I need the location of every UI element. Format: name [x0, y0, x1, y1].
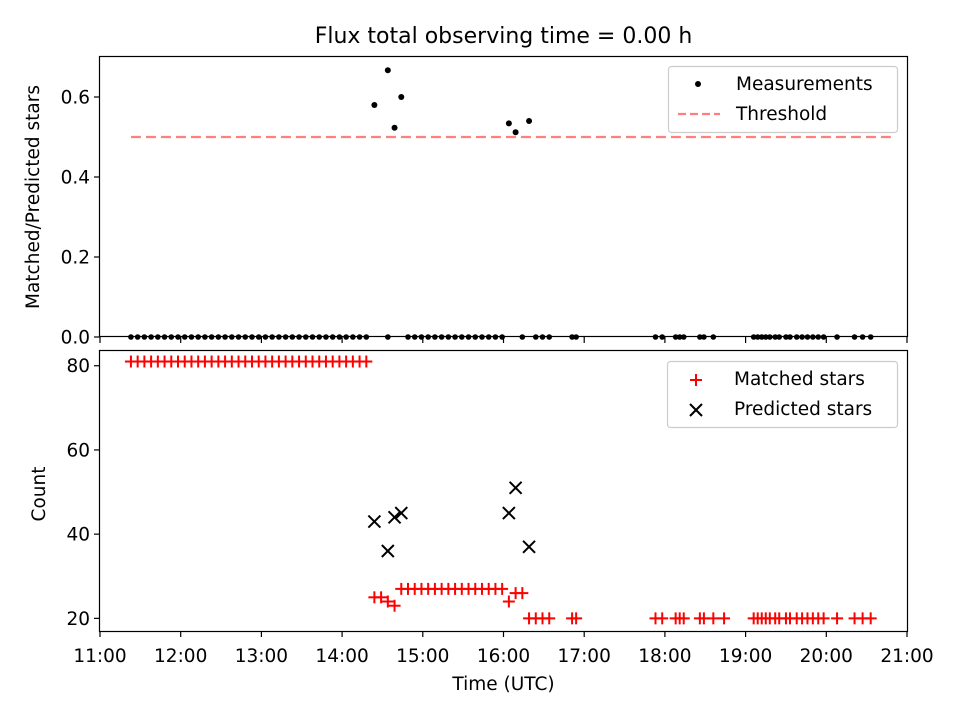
matched-star-marker: [543, 612, 556, 625]
bottom-x-axis: 11:00 12:00 13:00 14:00 15:00 16:00 17:00 18:00…: [73, 631, 934, 667]
bottom-x-tick-label: 21:00: [880, 646, 933, 667]
bottom-y-tick-label: 40: [66, 525, 90, 546]
matched-star-marker: [707, 612, 720, 625]
bottom-x-tick-label: 16:00: [477, 646, 530, 667]
matched-star-marker: [817, 612, 830, 625]
matched-star-marker: [677, 612, 690, 625]
top-axes-frame: [98, 55, 909, 338]
top-y-axis: 0.0 0.2 0.4 0.6: [61, 88, 100, 349]
predicted-star-marker: [394, 506, 408, 520]
chart-title: Flux total observing time = 0.00 h: [315, 24, 693, 49]
matched-star-marker: [864, 612, 877, 625]
legend-threshold-label: Threshold: [735, 104, 827, 125]
matched-star-marker: [381, 595, 394, 608]
bottom-x-tick-label: 18:00: [638, 646, 691, 667]
matched-star-marker: [831, 612, 844, 625]
measurement-point: [512, 129, 519, 136]
top-y-tick-label: 0.4: [61, 168, 90, 189]
legend-measurement-dot: [695, 81, 701, 87]
top-y-tick-label: 0.0: [61, 328, 90, 349]
bottom-y-axis-label: Count: [29, 467, 50, 522]
measurement-point: [384, 67, 391, 74]
top-legend: Measurements Threshold: [667, 65, 899, 134]
matched-star-marker: [388, 599, 401, 612]
bottom-y-tick-label: 60: [66, 440, 90, 461]
ratio-panel: Flux total observing time = 0.00 h 0.00.…: [23, 24, 909, 349]
predicted-star-marker: [522, 540, 536, 554]
bottom-legend-box: [666, 360, 899, 429]
bottom-y-axis: 20 40 60 80: [66, 356, 100, 630]
bottom-plot-area: [124, 355, 877, 625]
predicted-star-marker: [508, 481, 523, 495]
matched-star-marker: [496, 582, 509, 595]
matched-star-marker: [570, 612, 583, 625]
bottom-x-tick-label: 14:00: [315, 646, 368, 667]
predicted-star-marker: [367, 514, 382, 529]
matched-star-marker: [516, 587, 529, 600]
top-y-tick-label: 0.2: [61, 248, 90, 269]
bottom-x-tick-label: 20:00: [800, 646, 853, 667]
predicted-star-marker: [387, 510, 402, 525]
bottom-y-tick-label: 20: [66, 609, 90, 630]
matched-star-marker: [360, 355, 373, 368]
top-legend-box: [667, 65, 899, 134]
bottom-x-tick-label: 15:00: [396, 646, 449, 667]
x-axis-label: Time (UTC): [451, 674, 554, 695]
bottom-x-tick-label: 12:00: [154, 646, 207, 667]
bottom-legend: Matched stars Predicted stars: [666, 360, 899, 429]
measurement-point: [526, 118, 533, 124]
legend-measurements-label: Measurements: [736, 74, 873, 95]
legend-matched-label: Matched stars: [734, 369, 865, 390]
bottom-y-tick-label: 80: [66, 356, 90, 377]
measurement-point: [371, 102, 378, 108]
matched-star-marker: [502, 595, 515, 608]
measurement-point: [398, 94, 405, 100]
bottom-axes-frame: [98, 349, 909, 633]
bottom-x-tick-label: 17:00: [558, 646, 611, 667]
predicted-star-marker: [502, 506, 516, 520]
legend-predicted-cross-icon: [689, 403, 703, 417]
matched-star-marker: [718, 612, 731, 625]
bottom-x-tick-label: 13:00: [235, 646, 288, 667]
bottom-x-tick-label: 11:00: [73, 646, 126, 667]
bottom-x-tick-label: 19:00: [719, 646, 772, 667]
top-y-tick-label: 0.6: [61, 88, 90, 109]
predicted-star-marker: [381, 544, 395, 558]
measurement-point: [505, 120, 512, 127]
legend-matched-plus-icon: [690, 374, 702, 386]
matched-star-marker: [656, 612, 669, 625]
measurement-point: [391, 124, 398, 131]
legend-predicted-label: Predicted stars: [734, 399, 872, 420]
matched-star-marker: [375, 591, 388, 604]
top-y-axis-label: Matched/Predicted stars: [23, 85, 44, 309]
top-plot-area: [128, 67, 891, 340]
